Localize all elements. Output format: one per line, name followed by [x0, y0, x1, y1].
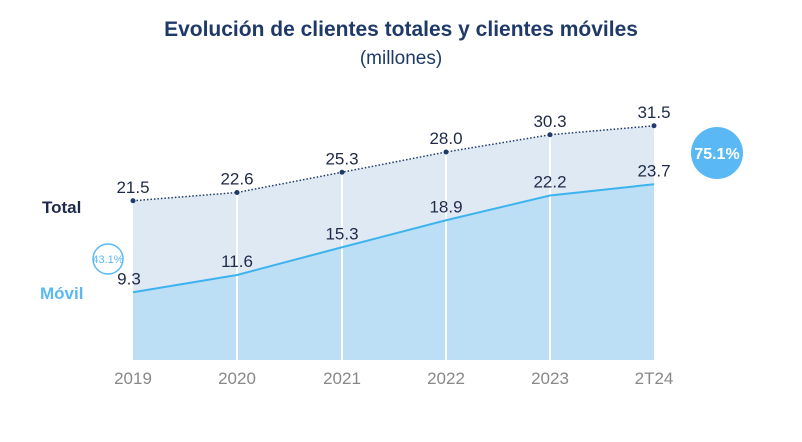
- x-tick-label: 2021: [323, 369, 361, 388]
- movil-label: 15.3: [325, 224, 358, 243]
- total-point: [339, 169, 345, 175]
- total-label: 28.0: [429, 129, 462, 148]
- x-tick-label: 2T24: [635, 369, 674, 388]
- chart-subtitle: (millones): [359, 48, 443, 69]
- total-label: 22.6: [220, 170, 253, 189]
- total-point: [547, 132, 553, 138]
- movil-label: 11.6: [221, 252, 253, 271]
- end-share-label: 75.1%: [694, 146, 739, 163]
- movil-label: 23.7: [637, 161, 670, 180]
- total-point: [443, 149, 449, 155]
- start-share-label: 43.1%: [92, 254, 123, 266]
- movil-label: 9.3: [117, 269, 141, 288]
- total-point: [130, 198, 136, 204]
- legend-movil: Móvil: [40, 284, 84, 303]
- legend-total: Total: [42, 198, 82, 217]
- chart-title: Evolución de clientes totales y clientes…: [164, 18, 638, 41]
- movil-label: 18.9: [429, 197, 462, 216]
- total-label: 21.5: [116, 178, 149, 197]
- x-tick-label: 2019: [114, 369, 152, 388]
- total-point: [234, 190, 240, 195]
- movil-line: [132, 183, 655, 294]
- total-point: [651, 123, 657, 129]
- x-tick-label: 2023: [531, 369, 569, 388]
- x-tick-label: 2022: [427, 369, 465, 388]
- total-label: 31.5: [637, 103, 670, 122]
- total-label: 25.3: [325, 149, 358, 168]
- movil-area: [133, 184, 654, 360]
- start-share-circle: [92, 243, 124, 275]
- x-tick-label: 2020: [218, 369, 256, 388]
- total-label: 30.3: [533, 112, 566, 131]
- movil-label: 22.2: [533, 173, 566, 192]
- end-share-circle: [691, 127, 743, 179]
